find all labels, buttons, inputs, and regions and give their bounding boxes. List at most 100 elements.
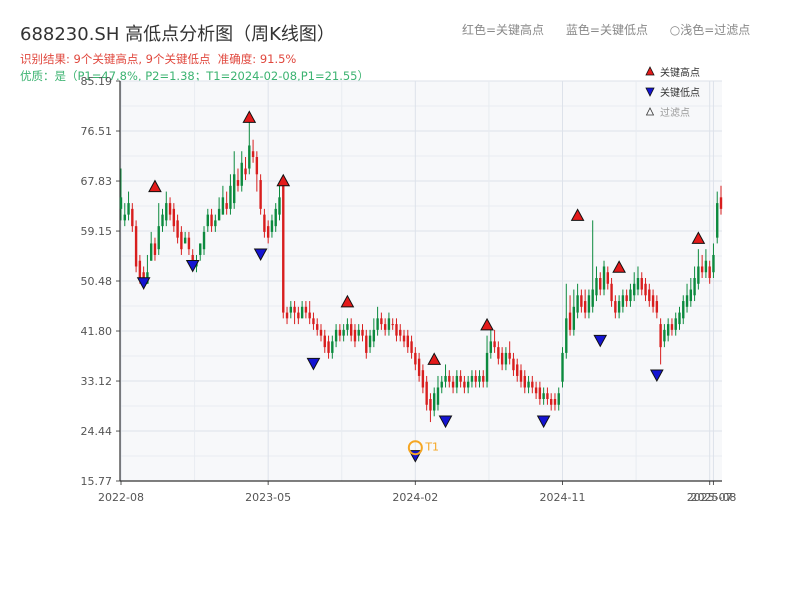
candle-body — [451, 381, 455, 388]
legend-label: 关键低点 — [660, 86, 700, 99]
candle-body — [236, 180, 240, 186]
candle-body — [470, 375, 474, 382]
legend-red-note: 红色=关键高点 — [462, 23, 545, 37]
candle-body — [312, 318, 315, 325]
candle-body — [233, 174, 236, 204]
y-tick-label: 85.19 — [81, 75, 113, 88]
candle-body — [183, 237, 187, 244]
candle-body — [387, 318, 391, 330]
candle-body — [644, 283, 647, 296]
candle-body — [225, 203, 228, 209]
candle-body — [493, 341, 496, 348]
candle-body — [670, 324, 674, 330]
quality-line: 优质：是（P1=47.8%, P2=1.38；T1=2024-02-08,P1=… — [20, 69, 369, 83]
y-tick-label: 24.44 — [81, 425, 113, 438]
candle-body — [319, 329, 323, 336]
candle-body — [610, 283, 613, 302]
candle-body — [214, 220, 217, 227]
candle-body — [504, 352, 508, 365]
candle-body — [153, 243, 157, 255]
candle-body — [606, 272, 609, 284]
key-low-marker — [650, 369, 664, 383]
candle-body — [651, 295, 655, 307]
y-tick-label: 50.48 — [81, 275, 113, 288]
candle-body — [391, 324, 394, 326]
candle-body — [417, 358, 421, 376]
candle-body — [342, 329, 345, 336]
candle-body — [576, 295, 579, 313]
candle-body — [368, 335, 372, 348]
candle-body — [138, 260, 142, 279]
x-tick-label: 2024-11 — [540, 491, 586, 504]
candle-body — [599, 278, 602, 290]
candle-body — [297, 312, 300, 319]
candle-body — [568, 312, 572, 330]
candle-body — [433, 393, 436, 411]
candle-body — [678, 312, 681, 325]
key-high-marker — [242, 110, 257, 123]
candle-body — [712, 254, 715, 273]
candle-body — [285, 312, 289, 319]
candle-body — [127, 203, 130, 215]
candle-body — [421, 370, 425, 388]
candle-body — [636, 278, 640, 290]
candle-body — [259, 180, 262, 209]
candle-body — [708, 266, 711, 279]
candle-body — [519, 370, 523, 382]
result-text: 识别结果: 9个关键高点, 9个关键低点 — [20, 52, 211, 66]
candle-body — [614, 301, 617, 313]
x-tick-label: 2022-08 — [98, 491, 144, 504]
candle-body — [338, 329, 342, 336]
legend-high-icon — [645, 66, 655, 76]
candle-body — [123, 214, 126, 221]
page-title: 688230.SH 高低点分析图（周K线图） — [20, 24, 335, 45]
candle-body — [516, 364, 519, 376]
candle-body — [572, 306, 576, 330]
candle-body — [448, 375, 451, 382]
legend-low-icon — [645, 87, 655, 97]
candle-body — [376, 318, 379, 330]
candle-body — [531, 381, 534, 388]
x-tick-label: 2025-07 — [687, 491, 733, 504]
candle-body — [704, 260, 708, 273]
candle-body — [410, 341, 413, 353]
candle-body — [587, 295, 591, 313]
candle-body — [353, 329, 357, 342]
candle-body — [289, 306, 293, 313]
candle-body — [474, 375, 477, 382]
candle-body — [497, 347, 500, 359]
candle-body — [682, 301, 685, 319]
y-tick-label: 33.12 — [81, 375, 113, 388]
key-high-marker — [340, 294, 355, 308]
candle-body — [202, 231, 206, 250]
x-tick-label: 2024-02 — [392, 491, 438, 504]
candle-body — [157, 226, 160, 250]
candle-body — [134, 226, 138, 267]
candle-body — [444, 375, 447, 382]
candle-body — [648, 289, 651, 302]
candle-body — [602, 266, 606, 290]
candle-body — [482, 375, 485, 382]
candle-body — [180, 231, 183, 250]
candle-body — [278, 197, 281, 215]
candle-body — [274, 208, 277, 227]
candle-body — [176, 220, 179, 238]
candle-body — [399, 329, 402, 336]
candle-body — [161, 214, 164, 227]
candle-body — [617, 301, 621, 313]
key-low-marker — [185, 259, 200, 273]
candle-body — [527, 381, 530, 388]
candle-body — [553, 399, 557, 405]
key-high-marker — [691, 231, 706, 244]
key-low-marker — [438, 415, 453, 429]
candle-body — [621, 295, 625, 307]
candle-body — [700, 266, 704, 273]
candle-body — [697, 266, 700, 284]
key-low-marker — [136, 277, 151, 290]
candle-body — [542, 393, 545, 400]
key-high-marker — [148, 179, 162, 193]
key-low-marker — [593, 334, 608, 348]
legend-label: 关键高点 — [660, 66, 700, 79]
candle-body — [455, 375, 459, 388]
candle-body — [266, 226, 270, 238]
